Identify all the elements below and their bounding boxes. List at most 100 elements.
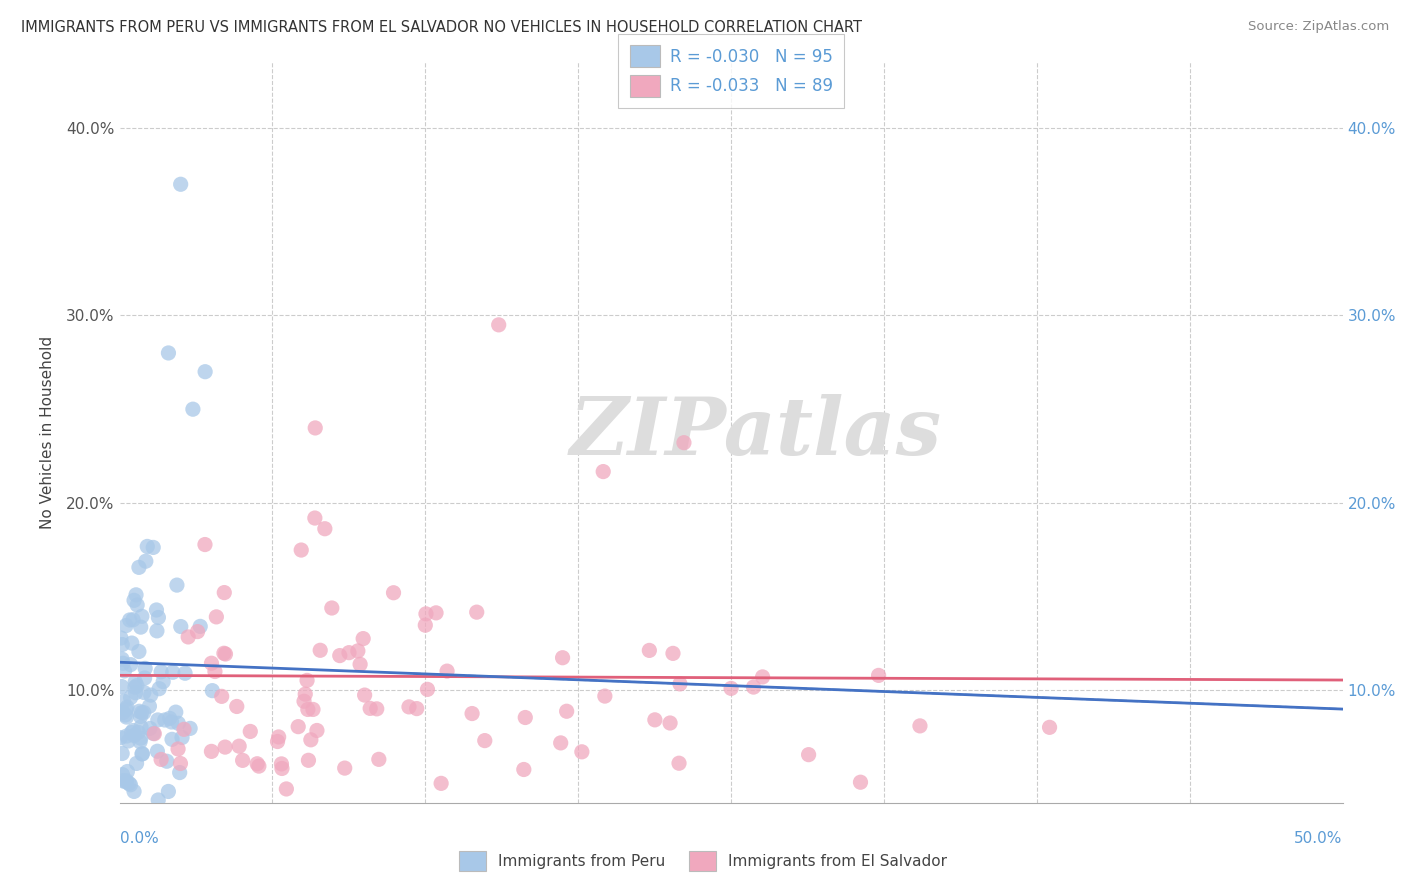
Point [309,643,332,657]
Point [474,733,496,747]
Point [122,593,145,607]
Point [148,610,170,624]
Point [142,726,165,740]
Point [134,661,156,675]
Point [110,631,132,645]
Point [337,646,360,660]
Point [135,554,157,568]
Point [131,747,153,761]
Point [720,681,742,696]
Point [169,756,191,771]
Point [302,702,325,716]
Point [150,665,173,679]
Point [214,740,236,755]
Point [111,773,134,788]
Point [908,719,931,733]
Point [276,781,298,796]
Point [128,644,150,658]
Point [129,709,152,723]
Point [115,773,138,788]
Point [555,704,578,718]
Point [398,699,420,714]
Point [150,752,173,766]
Point [188,619,211,633]
Point [121,636,143,650]
Point [138,699,160,714]
Point [122,723,145,738]
Point [659,716,682,731]
Point [294,687,316,701]
Point [134,671,156,685]
Point [170,619,193,633]
Point [295,673,318,688]
Point [672,435,695,450]
Point [146,713,169,727]
Point [120,690,142,705]
Point [205,610,228,624]
Point [425,606,447,620]
Point [111,680,134,694]
Point [304,421,326,435]
Point [662,646,685,660]
Point [167,716,190,731]
Point [179,722,201,736]
Point [152,674,174,689]
Text: IMMIGRANTS FROM PERU VS IMMIGRANTS FROM EL SALVADOR NO VEHICLES IN HOUSEHOLD COR: IMMIGRANTS FROM PERU VS IMMIGRANTS FROM … [21,20,862,35]
Point [122,729,145,743]
Point [465,605,488,619]
Point [115,710,138,724]
Point [200,744,222,758]
Point [118,613,141,627]
Point [111,652,134,666]
Point [299,732,322,747]
Point [1038,720,1060,734]
Point [194,365,217,379]
Point [181,402,204,417]
Point [122,784,145,798]
Point [405,701,427,715]
Point [305,723,328,738]
Point [271,761,294,775]
Point [366,702,388,716]
Point [382,586,405,600]
Point [153,713,176,727]
Point [127,598,149,612]
Point [165,705,187,719]
Point [212,646,235,660]
Point [200,657,222,671]
Point [157,346,180,360]
Point [513,763,536,777]
Point [124,680,146,694]
Point [211,690,233,704]
Point [156,754,179,768]
Point [112,694,135,708]
Text: 0.0%: 0.0% [120,831,159,846]
Point [112,706,135,720]
Point [115,702,138,716]
Point [333,761,356,775]
Point [267,730,290,744]
Point [117,764,139,779]
Point [112,657,135,671]
Point [349,657,371,672]
Point [849,775,872,789]
Point [120,778,142,792]
Point [868,668,890,682]
Point [114,664,136,678]
Text: Source: ZipAtlas.com: Source: ZipAtlas.com [1249,20,1389,33]
Y-axis label: No Vehicles in Household: No Vehicles in Household [39,336,55,529]
Point [416,682,439,697]
Point [117,734,139,748]
Point [129,731,152,746]
Point [162,665,184,680]
Point [668,756,690,771]
Point [115,729,138,743]
Point [644,713,666,727]
Point [266,734,288,748]
Point [669,677,692,691]
Point [145,603,167,617]
Point [167,742,190,756]
Point [124,674,146,689]
Point [174,666,197,681]
Point [270,756,292,771]
